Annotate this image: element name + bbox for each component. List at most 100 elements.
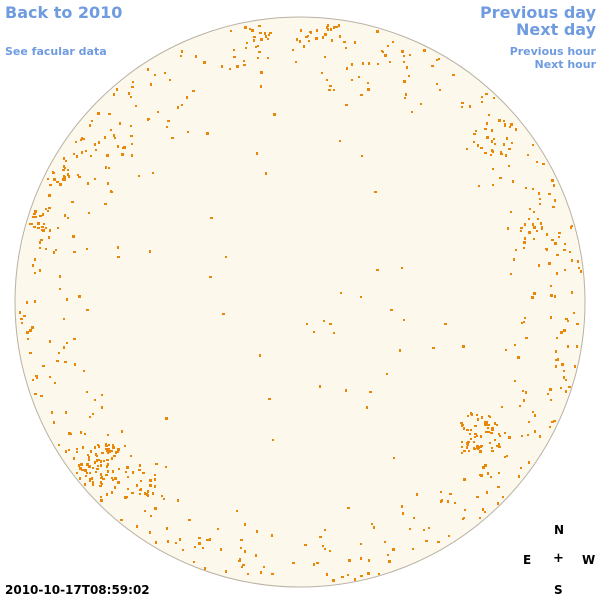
facula-marker — [107, 452, 109, 454]
facula-marker — [23, 315, 26, 317]
facula-marker — [477, 418, 479, 421]
facula-marker — [49, 229, 51, 232]
facula-marker — [500, 153, 503, 155]
facula-marker — [555, 359, 557, 361]
facula-marker — [532, 411, 534, 413]
facula-marker — [144, 510, 146, 512]
facula-marker — [447, 500, 449, 503]
facula-marker — [110, 450, 113, 452]
facula-marker — [551, 179, 554, 182]
facula-marker — [313, 563, 315, 566]
facula-marker — [576, 345, 578, 348]
facula-marker — [81, 469, 84, 471]
facula-marker — [428, 527, 430, 529]
facula-marker — [360, 543, 362, 545]
facula-marker — [481, 96, 483, 98]
facula-marker — [98, 445, 100, 448]
facula-marker — [463, 478, 466, 481]
facula-marker — [203, 61, 206, 64]
facula-marker — [537, 218, 539, 220]
facula-marker — [73, 338, 76, 340]
facula-marker — [104, 203, 107, 205]
facula-marker — [64, 214, 66, 217]
next-hour-link[interactable]: Next hour — [534, 58, 597, 71]
facula-marker — [498, 443, 500, 445]
facula-marker — [100, 496, 102, 498]
facula-marker — [83, 370, 85, 372]
facula-marker — [126, 466, 129, 469]
facula-marker — [470, 438, 472, 440]
facula-marker — [112, 446, 115, 449]
facula-marker — [86, 248, 88, 250]
facula-marker — [326, 79, 328, 81]
facula-marker — [556, 254, 559, 256]
facula-marker — [491, 129, 493, 132]
facula-marker — [154, 474, 156, 476]
facula-marker — [73, 457, 75, 460]
facula-marker — [123, 146, 126, 149]
facula-marker — [107, 182, 109, 185]
facula-marker — [105, 445, 108, 447]
facula-marker — [354, 578, 356, 581]
facula-marker — [233, 56, 236, 58]
facula-marker — [111, 477, 113, 479]
facula-marker — [42, 229, 45, 232]
facula-marker — [469, 105, 471, 108]
previous-hour-link[interactable]: Previous hour — [509, 45, 596, 58]
facula-marker — [82, 446, 84, 449]
facula-marker — [523, 241, 526, 244]
facula-marker — [313, 331, 315, 333]
facula-marker — [41, 226, 44, 228]
facula-marker — [179, 538, 181, 541]
facula-marker — [117, 246, 119, 249]
facula-marker — [54, 382, 56, 384]
facula-marker — [64, 176, 66, 178]
see-facular-data-link[interactable]: See facular data — [5, 45, 107, 58]
facula-marker — [493, 138, 495, 140]
facula-marker — [563, 376, 565, 379]
facula-marker — [339, 140, 341, 142]
next-day-link[interactable]: Next day — [516, 20, 596, 39]
facula-marker — [556, 272, 558, 275]
facula-marker — [63, 165, 65, 168]
facula-marker — [29, 223, 31, 225]
facula-marker — [492, 184, 494, 186]
facula-marker — [164, 72, 166, 74]
facula-marker — [508, 148, 511, 150]
facula-marker — [113, 455, 116, 457]
facula-marker — [488, 114, 490, 116]
facula-marker — [108, 444, 110, 446]
facula-marker — [377, 63, 379, 65]
facula-marker — [466, 148, 468, 150]
facula-marker — [88, 465, 91, 468]
facula-marker — [476, 446, 479, 449]
previous-day-link[interactable]: Previous day — [479, 3, 596, 22]
facula-marker — [45, 248, 47, 250]
facula-marker — [188, 519, 191, 521]
facula-marker — [504, 123, 506, 126]
facula-marker — [132, 81, 134, 83]
facula-marker — [79, 467, 82, 469]
facula-marker — [108, 448, 110, 450]
facula-marker — [84, 483, 86, 486]
facula-marker — [498, 119, 501, 122]
facula-marker — [367, 82, 369, 84]
facula-marker — [480, 435, 482, 438]
facula-marker — [80, 463, 83, 466]
facula-marker — [360, 94, 363, 96]
facula-marker — [86, 472, 88, 474]
facula-marker — [86, 309, 89, 311]
facula-marker — [114, 486, 116, 489]
back-to-year-link[interactable]: Back to 2010 — [5, 3, 123, 22]
facula-marker — [53, 178, 56, 181]
facula-marker — [492, 168, 494, 170]
facula-marker — [130, 455, 132, 457]
facula-marker — [29, 352, 32, 354]
facula-marker — [92, 482, 94, 485]
facula-marker — [113, 93, 115, 96]
facula-marker — [510, 123, 513, 126]
facula-marker — [32, 379, 34, 381]
facula-marker — [35, 216, 37, 218]
facula-marker — [36, 377, 38, 379]
facula-marker — [510, 273, 512, 275]
